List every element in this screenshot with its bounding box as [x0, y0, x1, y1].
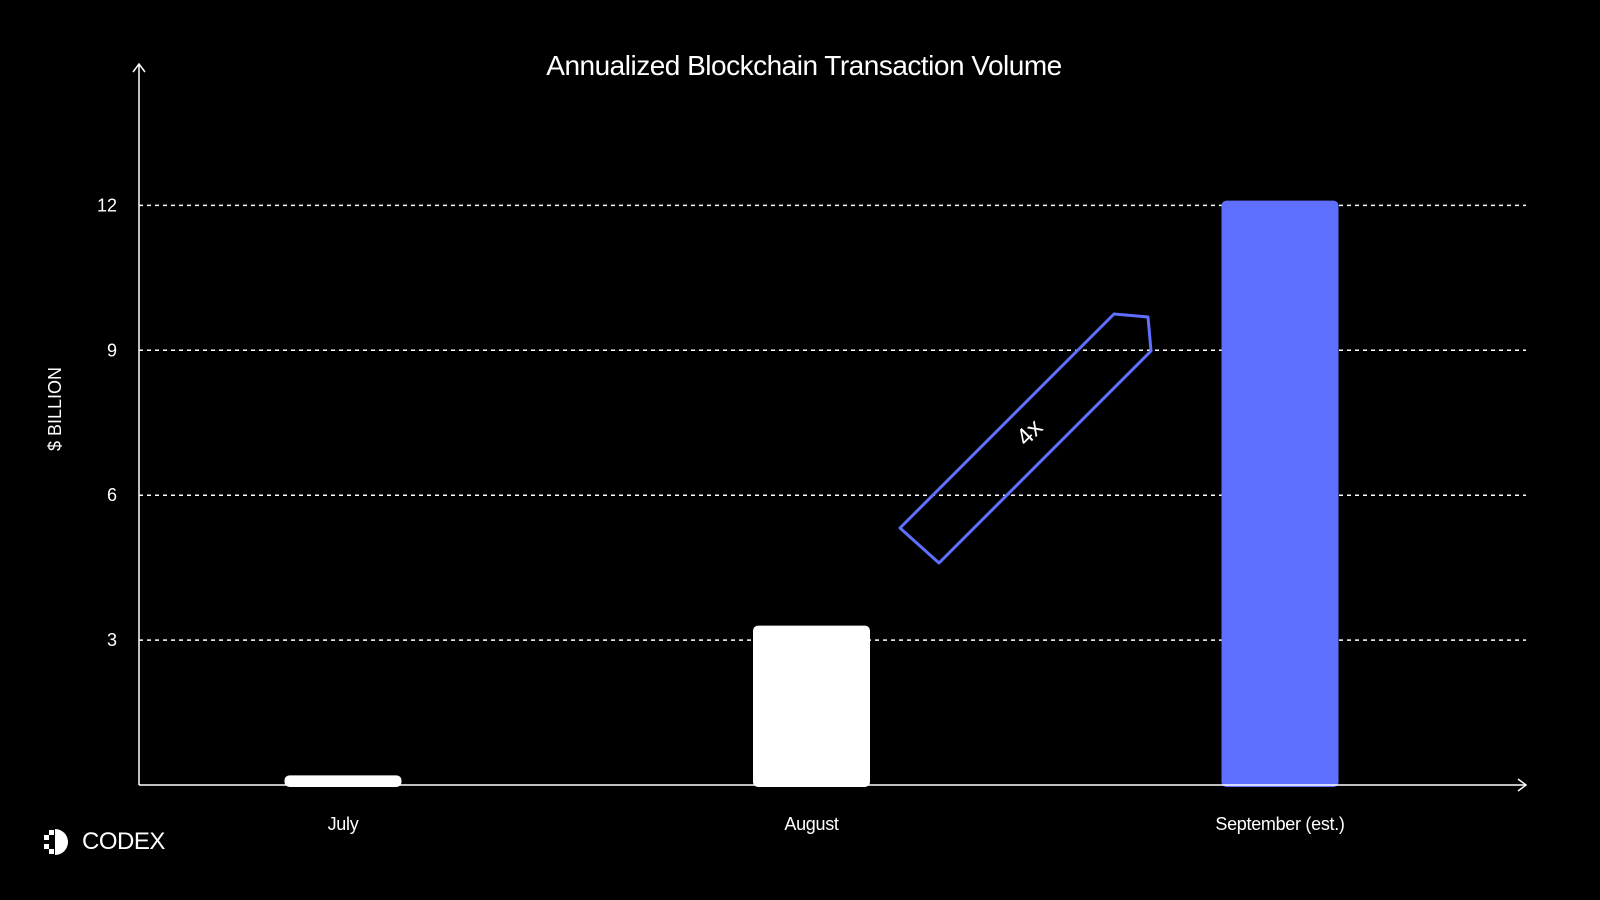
- x-tick-label: August: [784, 814, 839, 834]
- category-labels: July August September (est.): [328, 814, 1345, 834]
- bar-september-est: [1221, 200, 1339, 787]
- bar-august: [753, 625, 870, 787]
- growth-annotation: 4x: [898, 312, 1153, 565]
- chart-title: Annualized Blockchain Transaction Volume: [546, 50, 1061, 81]
- growth-arrow-icon: [898, 312, 1153, 565]
- y-tick-label: 3: [107, 630, 117, 650]
- growth-annotation-label: 4x: [1011, 414, 1048, 451]
- brand-name: CODEX: [82, 828, 165, 855]
- x-tick-label: September (est.): [1215, 814, 1344, 834]
- y-tick-label: 12: [97, 195, 117, 215]
- brand: CODEX: [44, 828, 165, 856]
- bar-july: [284, 775, 402, 787]
- y-axis-arrow-icon: [132, 62, 146, 73]
- bars: [284, 200, 1339, 787]
- codex-logo-icon: [44, 829, 68, 855]
- y-tick-labels: 3 6 9 12: [97, 195, 117, 650]
- y-axis-label: $ BILLION: [45, 367, 65, 451]
- y-tick-label: 9: [107, 340, 117, 360]
- axes: [132, 62, 1528, 792]
- x-tick-label: July: [328, 814, 359, 834]
- x-axis-arrow-icon: [1517, 778, 1528, 792]
- y-tick-label: 6: [107, 485, 117, 505]
